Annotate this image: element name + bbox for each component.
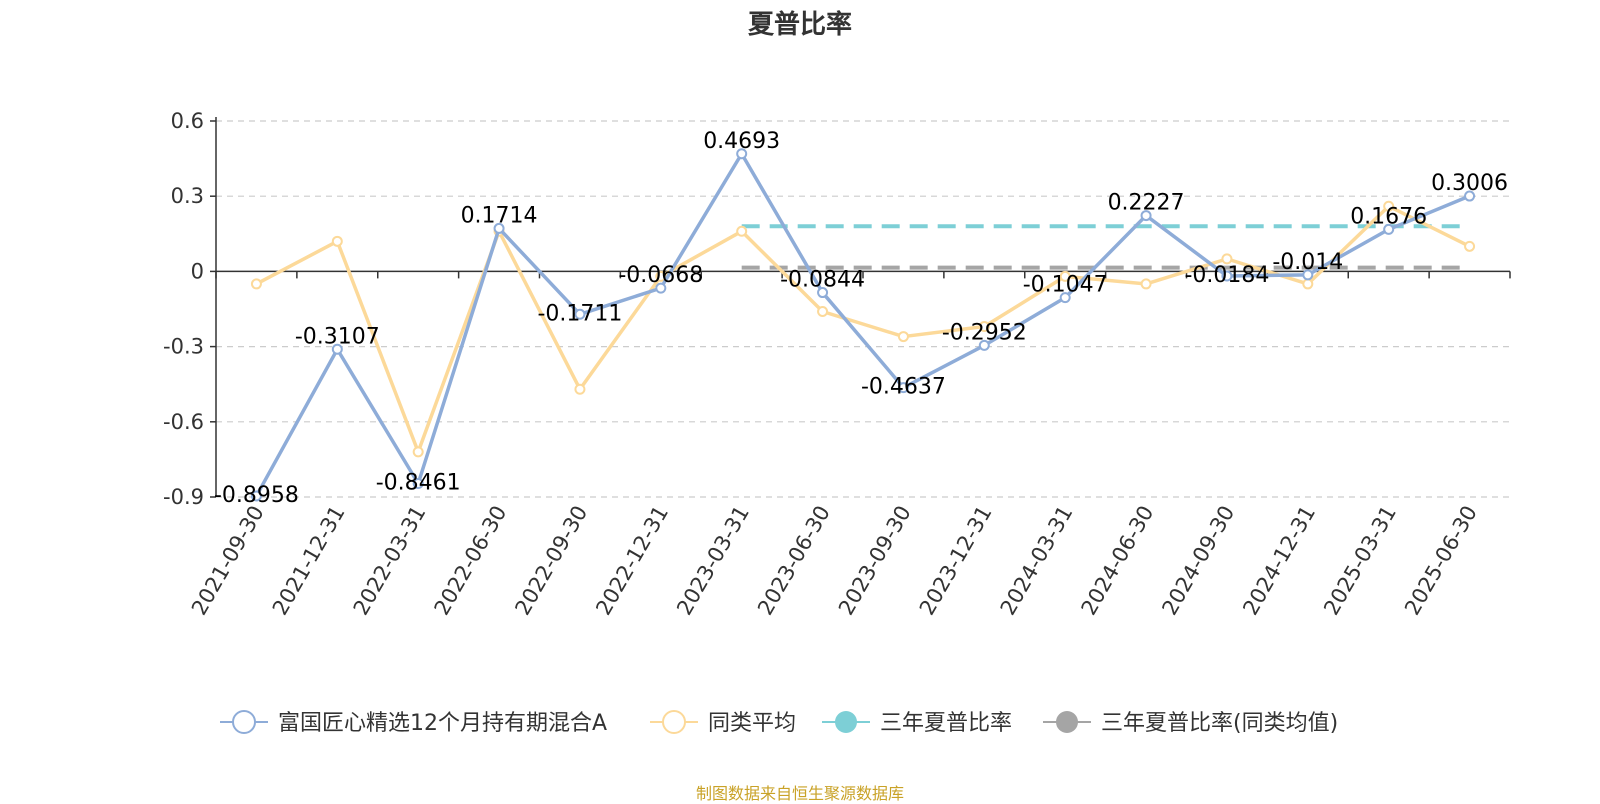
data-label: 0.1676: [1350, 204, 1427, 229]
data-point: [1383, 200, 1395, 212]
data-point: [250, 490, 262, 502]
data-label: -0.014: [1272, 250, 1343, 275]
data-point: [736, 225, 748, 237]
x-tick-label: 2021-09-30: [187, 502, 269, 620]
data-label: -0.8958: [214, 483, 299, 508]
y-tick-label: -0.9: [163, 485, 204, 509]
x-tick-label: 2021-12-31: [268, 502, 350, 620]
data-point: [1302, 269, 1314, 281]
data-label: -0.0184: [1184, 263, 1269, 288]
data-label: -0.1711: [537, 301, 622, 326]
data-point: [1464, 240, 1476, 252]
y-tick-label: -0.6: [163, 410, 204, 434]
data-point: [331, 343, 343, 355]
data-label: 0.1714: [461, 203, 538, 228]
legend-label: 三年夏普比率(同类均值): [1101, 711, 1338, 736]
x-tick-label: 2024-09-30: [1157, 502, 1239, 620]
data-label: -0.1047: [1023, 273, 1108, 298]
x-tick-label: 2023-06-30: [753, 502, 835, 620]
legend-item: 三年夏普比率: [822, 711, 1012, 736]
legend-item: 富国匠心精选12个月持有期混合A: [220, 710, 607, 736]
x-tick-label: 2022-06-30: [430, 502, 512, 620]
x-tick-label: 2023-09-30: [834, 502, 916, 620]
legend-label: 同类平均: [708, 711, 796, 736]
data-point: [574, 383, 586, 395]
data-label: -0.3107: [295, 324, 380, 349]
y-tick-label: 0.6: [171, 109, 204, 133]
data-point: [1302, 278, 1314, 290]
data-point: [250, 278, 262, 290]
x-tick-label: 2023-12-31: [915, 502, 997, 620]
x-tick-label: 2025-06-30: [1400, 502, 1482, 620]
data-label: -0.4637: [861, 375, 946, 400]
data-point: [493, 222, 505, 234]
data-point: [655, 270, 667, 282]
x-tick-label: 2023-03-31: [672, 502, 754, 620]
x-tick-label: 2022-12-31: [591, 502, 673, 620]
data-label: -0.2952: [942, 320, 1027, 345]
x-tick-label: 2022-03-31: [349, 502, 431, 620]
data-label: -0.0844: [780, 268, 865, 293]
series-lines: [250, 148, 1476, 502]
data-point: [897, 382, 909, 394]
x-tick-label: 2022-09-30: [510, 502, 592, 620]
data-point: [1464, 190, 1476, 202]
data-label: 0.2227: [1108, 191, 1185, 216]
data-point: [817, 287, 829, 299]
data-point: [978, 339, 990, 351]
data-point: [1221, 270, 1233, 282]
data-point: [1140, 278, 1152, 290]
footer-source: 制图数据来自恒生聚源数据库: [695, 784, 904, 803]
x-tick-label: 2024-12-31: [1238, 502, 1320, 620]
x-tick-label: 2025-03-31: [1319, 502, 1401, 620]
legend-marker: [835, 711, 857, 733]
data-point: [1140, 210, 1152, 222]
x-tick-label: 2024-03-31: [996, 502, 1078, 620]
legend-item: 同类平均: [650, 710, 796, 736]
data-point: [412, 446, 424, 458]
data-point: [1383, 223, 1395, 235]
series-line: [254, 152, 1471, 497]
data-point: [897, 331, 909, 343]
legend-marker: [232, 710, 256, 734]
data-point: [655, 282, 667, 294]
series-line: [255, 204, 1471, 454]
data-label: 0.3006: [1431, 171, 1508, 196]
data-point: [331, 235, 343, 247]
y-tick-label: 0: [191, 259, 204, 283]
y-tick-label: 0.3: [171, 184, 204, 208]
data-point: [736, 148, 748, 160]
data-labels: -0.8958 -0.3107 -0.8461 0.1714 -0.1711 -0.066…: [214, 129, 1508, 508]
data-label: -0.8461: [376, 470, 461, 495]
legend-label: 三年夏普比率: [880, 711, 1012, 736]
legend-marker: [662, 710, 686, 734]
data-point: [412, 477, 424, 489]
legend-marker: [1056, 711, 1078, 733]
data-point: [1059, 292, 1071, 304]
data-point: [817, 306, 829, 318]
data-label: -0.0668: [618, 263, 703, 288]
data-label: 0.4693: [703, 129, 780, 154]
x-tick-label: 2024-06-30: [1077, 502, 1159, 620]
data-point: [1221, 253, 1233, 265]
data-point: [978, 321, 990, 333]
legend-label: 富国匠心精选12个月持有期混合A: [278, 711, 607, 736]
data-point: [574, 308, 586, 320]
grid-lines: [216, 120, 1510, 498]
data-point: [1059, 270, 1071, 282]
chart-title: 夏普比率: [747, 10, 852, 40]
y-tick-label: -0.3: [163, 335, 204, 359]
legend-item: 三年夏普比率(同类均值): [1043, 711, 1338, 736]
legend: 富国匠心精选12个月持有期混合A 同类平均 三年夏普比率 三年夏普比率(同类均值): [220, 710, 1338, 736]
